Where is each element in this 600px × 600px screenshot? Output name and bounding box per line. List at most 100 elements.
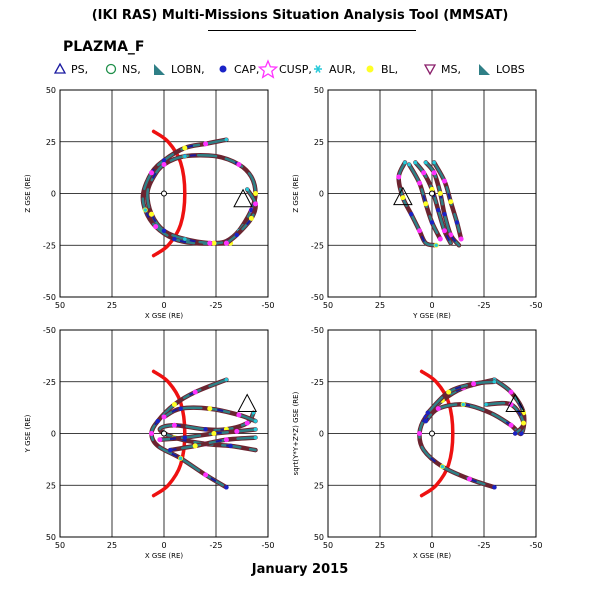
x-tick-label: 0	[429, 541, 434, 550]
cusp-marker	[435, 406, 441, 412]
cap-marker	[436, 207, 441, 213]
y-tick-label: -25	[311, 378, 324, 387]
date-label: January 2015	[251, 562, 349, 577]
y-tick-label: 0	[51, 430, 56, 439]
aurora-marker	[245, 187, 249, 192]
cusp-marker	[234, 428, 240, 434]
legend-label: LOBN,	[171, 63, 205, 76]
aurora-marker	[423, 160, 428, 165]
panel-content	[393, 160, 464, 248]
aurora-marker	[484, 402, 488, 407]
y-axis-label: Z GSE (RE)	[292, 174, 300, 213]
x-tick-label: -50	[529, 301, 542, 310]
mission-name: PLAZMA_F	[63, 39, 145, 55]
cusp-marker	[244, 420, 250, 426]
aurora-marker	[434, 243, 438, 248]
boundary-layer-marker	[446, 389, 452, 395]
cusp-marker	[437, 236, 443, 242]
legend-label: LOBS	[496, 63, 525, 76]
panel-top-left: 50 25 0 -25 -50 -50 -25 0 25 50 X GSE (RE) Z GSE (R…	[24, 86, 275, 320]
y-tick-label: -50	[43, 293, 56, 302]
cap-marker	[203, 427, 208, 432]
earth-marker	[429, 430, 435, 437]
boundary-layer-marker	[521, 420, 527, 426]
boundary-layer-marker	[192, 443, 198, 449]
boundary-layer-marker	[149, 211, 155, 217]
cusp-marker	[458, 236, 464, 242]
cusp-marker	[508, 389, 514, 395]
y-tick-label: 25	[46, 138, 56, 147]
legend-label: NS,	[122, 63, 141, 76]
legend-item: CAP,	[219, 63, 259, 76]
x-tick-label: 0	[161, 301, 166, 310]
panel-bottom-left: 50 25 0 -25 -50 -50 -25 0 25 50 X GSE (RE) Y GSE (R…	[24, 326, 275, 560]
aurora-marker	[432, 160, 436, 165]
earth-marker	[161, 190, 167, 197]
aurora-marker	[413, 160, 418, 165]
x-axis-label: X GSE (RE)	[413, 552, 452, 560]
boundary-layer-marker	[437, 191, 443, 196]
panel-content	[149, 369, 258, 498]
y-tick-label: 50	[314, 533, 324, 542]
y-tick-label: -25	[311, 241, 324, 250]
cusp-marker	[153, 224, 159, 230]
legend-label: CUSP,	[279, 63, 312, 76]
boundary-layer-marker	[423, 201, 429, 207]
x-tick-label: 25	[375, 541, 385, 550]
legend-label: BL,	[381, 63, 398, 76]
cap-marker	[228, 443, 233, 449]
panel-top-right: 50 25 0 -25 -50 -50 -25 0 25 50 Y GSE (RE) Z GSE (R…	[292, 86, 543, 320]
y-tick-label: 0	[51, 190, 56, 199]
cap-marker	[161, 158, 167, 163]
x-tick-label: 0	[161, 541, 166, 550]
boundary-layer-marker	[182, 145, 188, 151]
y-tick-label: 0	[319, 190, 324, 199]
y-axis-label: Z GSE (RE)	[24, 174, 32, 213]
legend-marker	[479, 64, 490, 75]
y-axis-label: sqrt(Y*Y+Z*Z) GSE (RE)	[292, 391, 300, 475]
x-tick-label: 50	[323, 541, 333, 550]
cap-marker	[423, 418, 428, 424]
x-tick-label: 25	[107, 301, 117, 310]
legend-marker	[53, 62, 67, 74]
legend-item: AUR,	[314, 63, 356, 76]
legend-item: CUSP,	[257, 59, 312, 79]
legend-label: MS,	[441, 63, 461, 76]
legend-marker	[366, 65, 374, 73]
aurora-marker	[183, 237, 187, 241]
x-tick-label: 50	[55, 301, 65, 310]
cusp-marker	[431, 170, 437, 176]
cap-marker	[492, 485, 497, 490]
x-axis-label: X GSE (RE)	[145, 312, 184, 320]
x-tick-label: 50	[323, 301, 333, 310]
legend-item: BL,	[366, 63, 398, 76]
legend-marker	[105, 63, 117, 75]
aurora-marker	[178, 456, 183, 461]
cusp-marker	[161, 162, 167, 168]
aurora-marker	[253, 435, 258, 440]
aurora-marker	[224, 377, 229, 382]
spacecraft-marker	[237, 393, 258, 413]
orbit-lobe-segment	[158, 411, 257, 452]
title-underline	[208, 30, 416, 31]
cap-marker	[161, 228, 167, 233]
legend-item: MS,	[423, 63, 461, 76]
cap-marker	[168, 447, 173, 453]
boundary-layer-marker	[429, 186, 435, 192]
y-tick-label: 50	[46, 86, 56, 95]
cap-marker	[224, 485, 229, 490]
cusp-marker	[417, 431, 423, 436]
cusp-marker	[396, 174, 402, 180]
legend-marker	[423, 64, 437, 76]
cusp-marker	[236, 162, 242, 168]
y-tick-label: -50	[311, 293, 324, 302]
spacecraft-marker	[233, 188, 253, 208]
aurora-marker	[143, 208, 148, 212]
y-tick-label: -25	[43, 378, 56, 387]
cap-marker	[442, 212, 447, 217]
legend-marker	[154, 64, 165, 75]
legend-item: NS,	[105, 63, 141, 76]
spacecraft-marker	[393, 186, 413, 206]
cusp-marker	[161, 414, 167, 420]
